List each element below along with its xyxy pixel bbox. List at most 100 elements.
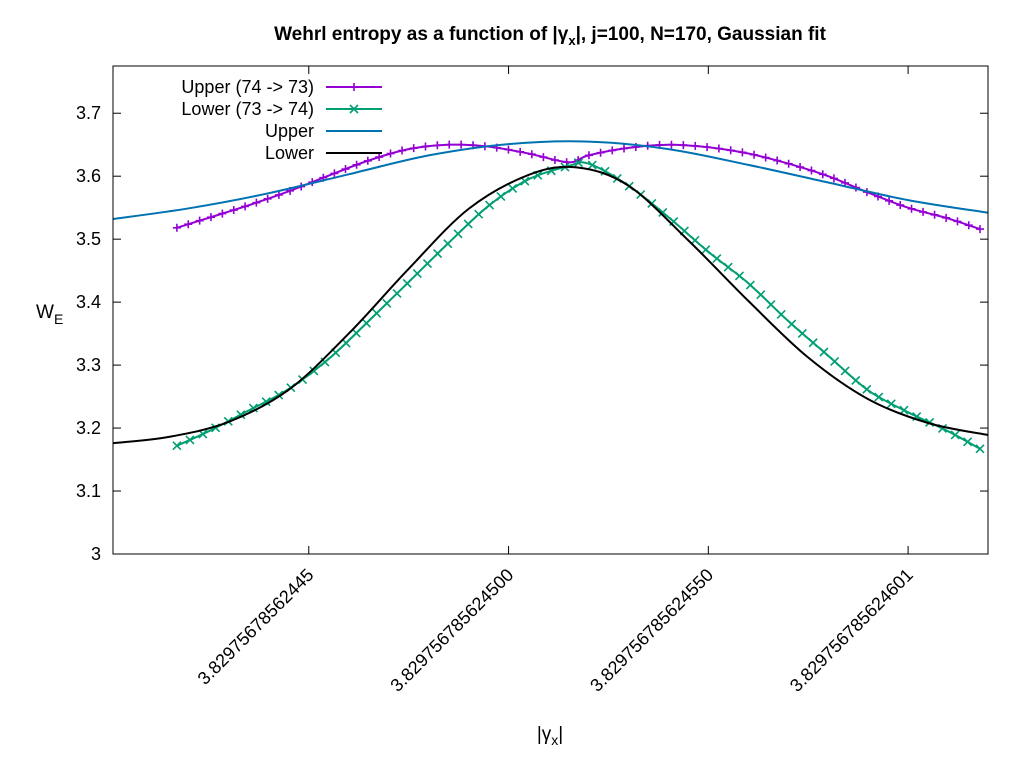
data-point (750, 150, 759, 159)
plot-frame (112, 65, 989, 555)
series-line (176, 161, 981, 450)
data-point (433, 141, 442, 150)
x-tick-label: 3.82975678562445 (194, 565, 318, 689)
data-point (738, 148, 747, 157)
data-point (886, 399, 896, 409)
data-point (761, 153, 770, 162)
data-point (421, 142, 430, 151)
data-point (184, 220, 193, 229)
data-point (206, 213, 215, 222)
legend-label: Upper (74 -> 73) (181, 77, 314, 97)
y-tick-labels: 3 3.1 3.2 3.3 3.4 3.5 3.6 3.7 (76, 103, 101, 564)
data-point (896, 201, 905, 210)
data-point (773, 156, 782, 165)
data-point (885, 196, 894, 205)
data-point (172, 223, 181, 232)
x-tick-label: 3.829756785624550 (586, 565, 717, 696)
data-point (443, 239, 453, 249)
data-point (829, 174, 838, 183)
x-tick-labels: 3.82975678562445 3.829756785624500 3.82975… (194, 565, 917, 696)
series-line (112, 140, 989, 220)
data-point (818, 170, 827, 179)
data-point (874, 392, 884, 402)
data-point (701, 245, 711, 255)
series-1 (172, 158, 985, 454)
data-point (229, 206, 238, 215)
legend-item: Upper (74 -> 73) (181, 77, 382, 97)
data-point (766, 300, 776, 310)
data-point (808, 338, 818, 348)
data-point (516, 147, 525, 156)
x-label-symbol: γ (542, 724, 552, 745)
data-point (963, 437, 973, 447)
data-point (797, 328, 807, 339)
data-point (172, 441, 182, 451)
series-line (112, 165, 989, 445)
data-point (496, 191, 506, 202)
data-point (508, 183, 518, 193)
title-pre: Wehrl entropy as a function of | (274, 24, 558, 45)
y-axis-label: WE (36, 302, 63, 327)
data-point (584, 151, 593, 160)
data-point (691, 141, 700, 150)
plot-series (112, 140, 989, 454)
data-point (712, 254, 722, 264)
data-point (907, 204, 916, 213)
data-point (241, 202, 250, 211)
y-tick-label: 3.1 (76, 481, 101, 501)
data-point (351, 328, 361, 338)
data-point (550, 156, 559, 165)
data-point (261, 397, 271, 407)
data-point (950, 430, 960, 440)
data-point (352, 160, 361, 169)
data-point (453, 229, 463, 239)
data-point (402, 278, 412, 289)
data-point (587, 160, 597, 170)
y-tick-label: 3.7 (76, 103, 101, 123)
data-point (862, 384, 872, 394)
data-point (819, 347, 829, 357)
chart-title: Wehrl entropy as a function of |γx|, j=1… (274, 24, 826, 48)
data-point (703, 143, 712, 152)
data-point (784, 159, 793, 168)
data-point (263, 194, 272, 203)
y-tick-label: 3.3 (76, 355, 101, 375)
data-point (539, 153, 548, 162)
data-point (309, 366, 319, 376)
data-point (392, 288, 402, 298)
data-point (726, 146, 735, 155)
y-tick-label: 3.5 (76, 229, 101, 249)
data-point (398, 146, 407, 155)
data-point (274, 190, 283, 199)
data-point (375, 153, 384, 162)
title-symbol: γ (558, 24, 569, 45)
data-point (658, 207, 668, 218)
data-point (723, 262, 733, 272)
data-point (667, 140, 676, 149)
data-point (787, 319, 797, 329)
data-point (412, 268, 422, 279)
legend-item: Lower (73 -> 74) (181, 99, 382, 119)
legend-label: Upper (265, 121, 314, 141)
data-point (596, 148, 605, 157)
data-point (930, 210, 939, 219)
data-point (796, 163, 805, 172)
x-label-sub: x (551, 732, 558, 748)
data-point (474, 209, 484, 219)
data-point (372, 308, 382, 318)
data-point (185, 435, 195, 445)
data-point (714, 144, 723, 153)
x-label-pre: | (537, 724, 542, 745)
data-point (840, 366, 850, 376)
legend: Upper (74 -> 73)Lower (73 -> 74)UpperLow… (181, 77, 382, 163)
data-point (608, 146, 617, 155)
data-point (620, 144, 629, 153)
data-point (830, 356, 840, 366)
y-tick-label: 3.2 (76, 418, 101, 438)
data-point (942, 213, 951, 222)
data-point (252, 198, 261, 207)
y-tick-label: 3 (91, 544, 101, 564)
data-point (756, 290, 766, 300)
legend-label: Lower (73 -> 74) (181, 99, 314, 119)
